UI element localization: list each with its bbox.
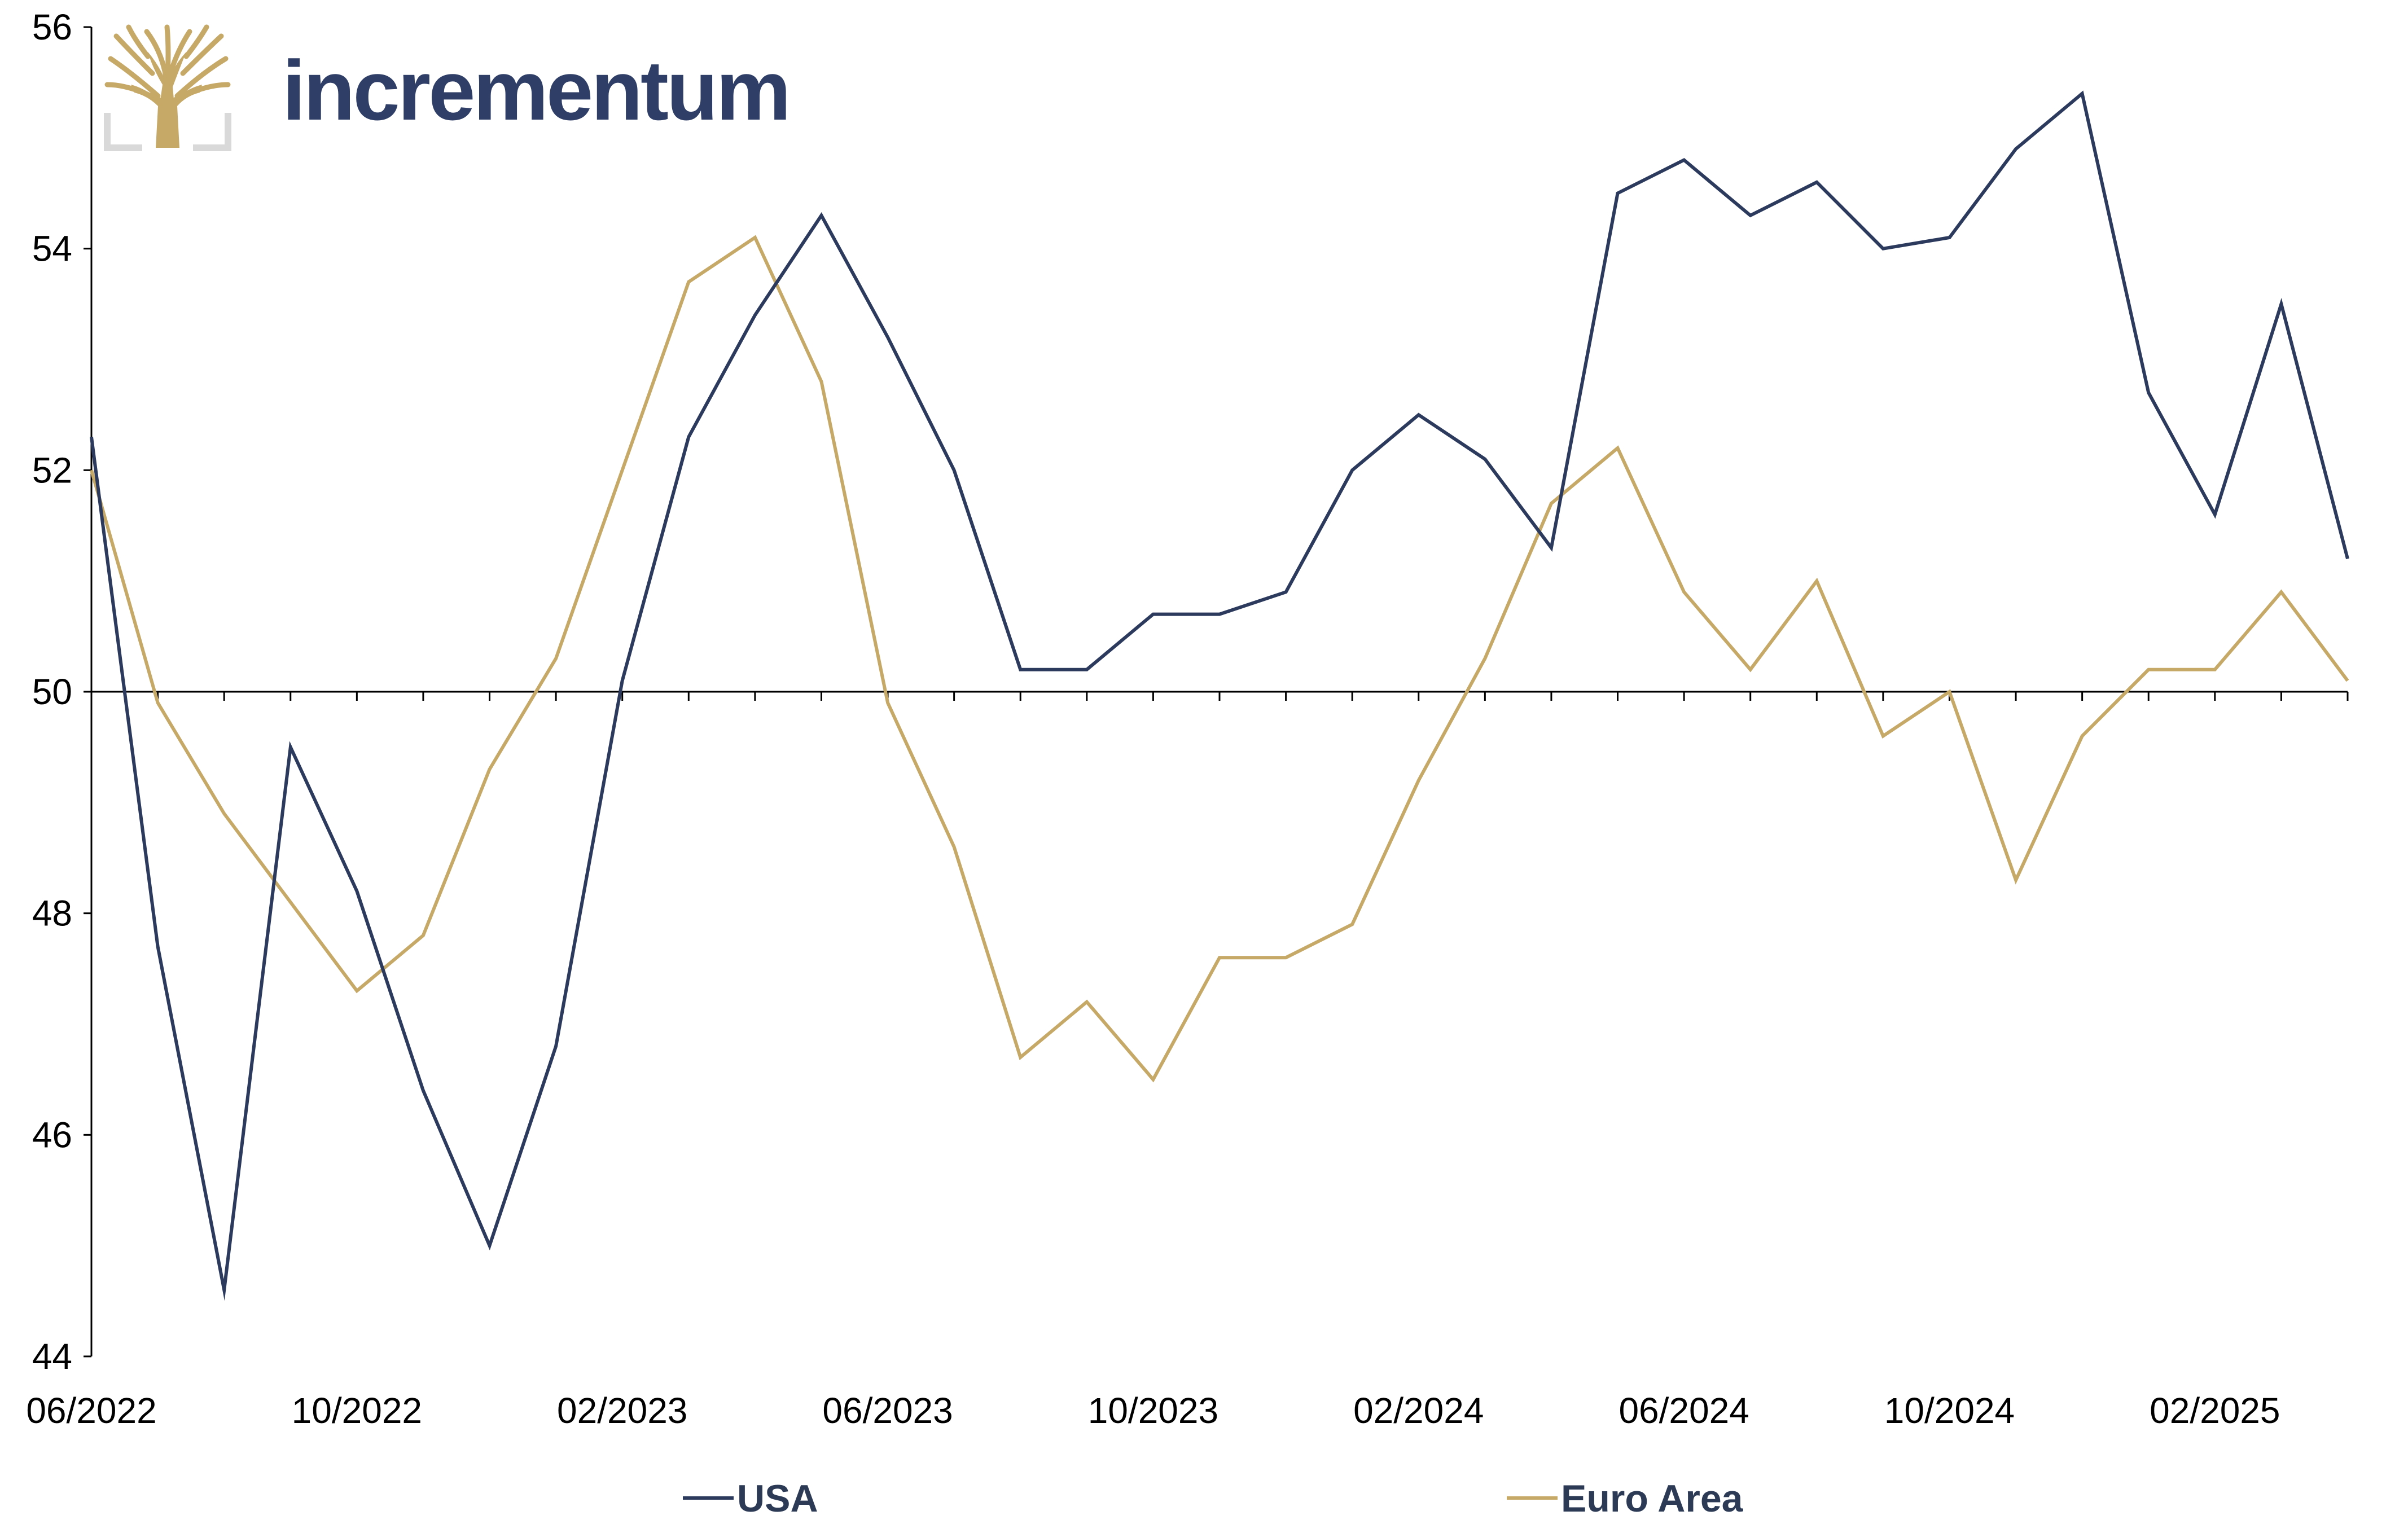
y-axis-ticks: 44 46 48 50 52 54 56 — [32, 7, 91, 1377]
y-tick-label: 56 — [32, 7, 72, 47]
x-tick-label: 06/2022 — [26, 1390, 156, 1431]
tree-branch-9 — [126, 24, 151, 59]
tree-branch-0 — [144, 29, 170, 87]
legend-label-usa: USA — [737, 1477, 818, 1520]
x-tick-label: 02/2023 — [557, 1390, 687, 1431]
legend-label-euro-area: Euro Area — [1561, 1477, 1744, 1520]
tree-logo-icon — [104, 24, 231, 148]
series-line-euro-area — [90, 235, 2349, 1083]
x-tick-label: 02/2024 — [1353, 1390, 1484, 1431]
legend: USA Euro Area — [683, 1477, 1744, 1520]
logo-frame — [104, 113, 231, 151]
tree-branch-7 — [113, 33, 155, 76]
x-tick-label: 10/2022 — [292, 1390, 422, 1431]
x-tick-label: 02/2025 — [2150, 1390, 2280, 1431]
x-tick-label: 10/2024 — [1884, 1390, 2015, 1431]
tree-branch-5 — [104, 82, 163, 103]
y-tick-label: 48 — [32, 893, 72, 934]
logo-frame-corner-right — [193, 113, 231, 151]
y-tick-label: 54 — [32, 229, 72, 269]
x-tick-label: 06/2024 — [1619, 1390, 1749, 1431]
tree-branch-8 — [180, 33, 224, 76]
x-tick-label: 10/2023 — [1088, 1390, 1218, 1431]
tree-trunk-icon — [131, 52, 202, 148]
logo: incrementum — [104, 24, 791, 151]
series-lines — [90, 90, 2349, 1301]
x-tick-label: 06/2023 — [822, 1390, 953, 1431]
brand-name: incrementum — [282, 43, 789, 138]
y-tick-label: 44 — [32, 1336, 72, 1377]
logo-frame-corner-left — [104, 113, 142, 151]
series-line-usa — [90, 90, 2349, 1301]
tree-branch-10 — [183, 24, 209, 59]
y-tick-label: 50 — [32, 671, 72, 712]
tree-branch-3 — [108, 56, 161, 99]
x-axis-ticks: 06/2022 10/2022 02/2023 06/2023 10/2023 02/20… — [26, 692, 2349, 1431]
y-tick-label: 52 — [32, 450, 72, 490]
tree-branch-6 — [171, 82, 231, 103]
y-tick-label: 46 — [32, 1114, 72, 1155]
tree-branch-4 — [174, 56, 229, 99]
tree-branch-2 — [164, 29, 192, 87]
